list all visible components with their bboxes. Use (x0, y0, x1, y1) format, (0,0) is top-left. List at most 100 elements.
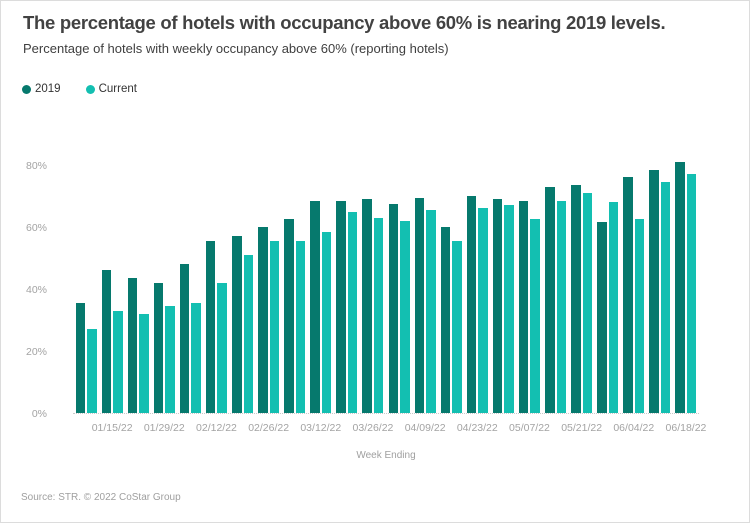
bar-current (556, 200, 567, 413)
bar-2019 (153, 282, 164, 413)
bar-group (230, 151, 256, 413)
bar-2019 (649, 169, 659, 413)
bar-current (634, 219, 645, 413)
legend: 2019 Current (22, 83, 137, 95)
bar-2019 (101, 270, 112, 413)
bar-2019 (310, 200, 320, 413)
bar-current (269, 240, 280, 413)
bar-2019 (492, 199, 503, 413)
x-axis-tick-label: 05/21/22 (561, 422, 603, 434)
bar-2019 (623, 177, 633, 413)
bar-2019 (258, 227, 268, 413)
bar-current (582, 192, 593, 413)
bar-2019 (388, 203, 399, 413)
bar-current (452, 240, 462, 413)
x-axis-tick-label: 04/09/22 (404, 422, 446, 434)
bar-group (282, 151, 308, 413)
bar-2019 (127, 278, 138, 413)
bar-2019 (545, 186, 555, 413)
y-axis-tick-label: 80% (25, 160, 47, 172)
x-axis-tick-label: 05/07/22 (509, 422, 550, 434)
y-axis-tick-label: 0% (31, 408, 47, 420)
bar-group (412, 151, 438, 413)
bar-current (400, 220, 410, 413)
bar-group (490, 151, 516, 413)
bar-current (478, 208, 488, 413)
chart-title: The percentage of hotels with occupancy … (23, 12, 666, 33)
x-axis-title: Week Ending (356, 450, 416, 461)
legend-item-2019: 2019 (22, 83, 61, 95)
bar-2019 (179, 264, 190, 413)
bar-2019 (571, 185, 581, 413)
bar-current (87, 329, 97, 413)
y-axis-tick-label: 20% (25, 346, 47, 358)
legend-label-current: Current (98, 83, 137, 95)
bar-group (595, 151, 621, 413)
bar-group (99, 151, 125, 413)
x-axis-tick-label: 01/29/22 (143, 422, 185, 434)
bar-group (308, 151, 334, 413)
bar-current (321, 231, 332, 413)
bar-group (177, 151, 203, 413)
bar-current (113, 310, 123, 413)
plot-area (73, 151, 699, 414)
x-axis-tick-label: 02/12/22 (196, 422, 237, 434)
bar-2019 (675, 161, 685, 413)
bar-2019 (414, 197, 425, 413)
legend-label-2019: 2019 (35, 83, 61, 95)
bar-current (660, 182, 671, 413)
y-axis-tick-label: 60% (25, 222, 47, 234)
x-axis-tick-label: 06/04/22 (613, 422, 655, 434)
bar-2019 (284, 219, 294, 413)
bar-current (139, 313, 149, 413)
bar-current (373, 217, 384, 413)
bar-group (360, 151, 386, 413)
bar-group (73, 151, 99, 413)
bar-group (125, 151, 151, 413)
bar-current (191, 302, 201, 413)
bar-current (426, 209, 436, 413)
chart-subtitle: Percentage of hotels with weekly occupan… (23, 41, 449, 56)
x-axis-tick-label: 04/23/22 (456, 422, 498, 434)
bar-2019 (336, 200, 346, 413)
x-axis-tick-label: 03/12/22 (300, 422, 342, 434)
bar-group (203, 151, 229, 413)
bar-group (516, 151, 542, 413)
bar-current (295, 240, 306, 413)
x-axis: 01/15/22 01/29/22 02/12/22 02/26/22 03/12/22… (73, 422, 707, 436)
legend-item-current: Current (85, 83, 137, 95)
x-axis-tick-label: 06/18/22 (665, 422, 707, 434)
bar-group (151, 151, 177, 413)
bar-2019 (75, 302, 86, 413)
bar-2019 (232, 236, 242, 413)
bar-group (334, 151, 360, 413)
bar-group (438, 151, 464, 413)
bar-current (217, 282, 227, 413)
x-axis-tick-label: 03/26/22 (352, 422, 394, 434)
bar-2019 (466, 196, 477, 413)
bar-group (647, 151, 673, 413)
bar-2019 (597, 222, 607, 413)
bar-current (165, 306, 175, 413)
bar-current (530, 219, 540, 413)
bar-group (543, 151, 569, 413)
bar-group (464, 151, 490, 413)
bar-group (386, 151, 412, 413)
bar-2019 (440, 227, 451, 413)
bar-current (608, 202, 619, 413)
bar-current (504, 205, 514, 413)
bar-current (686, 174, 697, 413)
y-axis: 0% 20% 40% 60% 80% (19, 151, 47, 420)
x-axis-tick-label: 01/15/22 (91, 422, 133, 434)
bar-current (243, 254, 254, 413)
bar-group (621, 151, 647, 413)
bar-2019 (518, 200, 529, 413)
bar-current (347, 211, 358, 413)
y-axis-tick-label: 40% (25, 284, 47, 296)
legend-dot-2019-icon (22, 84, 31, 94)
bar-2019 (362, 199, 372, 413)
bar-group (569, 151, 595, 413)
bar-group (673, 151, 699, 413)
x-axis-tick-label: 02/26/22 (248, 422, 290, 434)
